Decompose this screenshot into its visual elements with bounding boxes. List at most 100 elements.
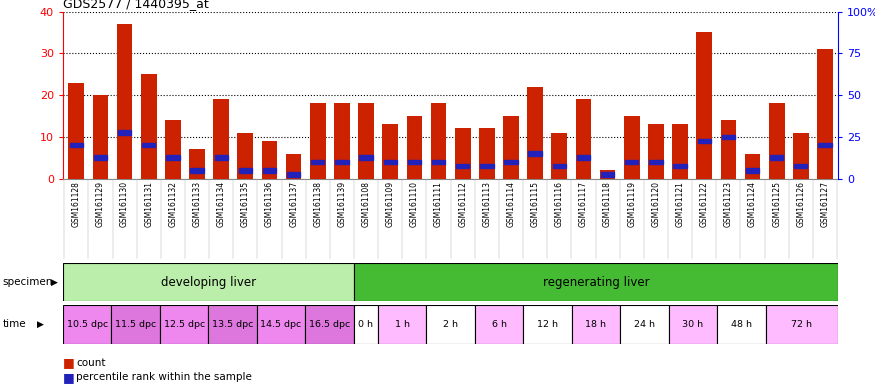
Bar: [576, 99, 592, 179]
Bar: [214, 156, 228, 160]
Bar: [766, 305, 838, 344]
Bar: [383, 160, 397, 164]
Bar: [239, 168, 252, 172]
Bar: [160, 305, 208, 344]
Text: GSM161114: GSM161114: [507, 181, 515, 227]
Bar: [378, 305, 426, 344]
Bar: [620, 305, 668, 344]
Bar: [189, 149, 205, 179]
Bar: [360, 156, 373, 160]
Bar: [504, 160, 518, 164]
Bar: [745, 154, 760, 179]
Bar: [479, 129, 494, 179]
Bar: [648, 124, 664, 179]
Bar: [407, 116, 423, 179]
Text: 1 h: 1 h: [395, 320, 410, 329]
Text: GSM161136: GSM161136: [265, 181, 274, 227]
Text: GSM161134: GSM161134: [217, 181, 226, 227]
Bar: [480, 164, 494, 168]
Text: 0 h: 0 h: [359, 320, 374, 329]
Text: GSM161135: GSM161135: [241, 181, 250, 227]
Bar: [475, 305, 523, 344]
Bar: [818, 143, 831, 147]
Bar: [262, 168, 276, 172]
Text: GSM161124: GSM161124: [748, 181, 757, 227]
Bar: [746, 168, 760, 172]
Bar: [310, 103, 326, 179]
Text: GSM161127: GSM161127: [821, 181, 830, 227]
Text: GSM161131: GSM161131: [144, 181, 153, 227]
Bar: [718, 305, 766, 344]
Bar: [720, 120, 736, 179]
Bar: [426, 305, 475, 344]
Bar: [335, 160, 348, 164]
Text: GSM161133: GSM161133: [192, 181, 201, 227]
Bar: [722, 134, 735, 139]
Bar: [111, 305, 160, 344]
Text: GSM161110: GSM161110: [410, 181, 419, 227]
Text: GSM161109: GSM161109: [386, 181, 395, 227]
Text: 2 h: 2 h: [443, 320, 458, 329]
Text: 12 h: 12 h: [537, 320, 558, 329]
Bar: [571, 305, 620, 344]
Text: 11.5 dpc: 11.5 dpc: [115, 320, 157, 329]
Text: count: count: [76, 358, 106, 368]
Bar: [257, 305, 305, 344]
Bar: [551, 132, 567, 179]
Text: percentile rank within the sample: percentile rank within the sample: [76, 372, 252, 382]
Bar: [237, 132, 253, 179]
Bar: [262, 141, 277, 179]
Bar: [649, 160, 662, 164]
Bar: [430, 103, 446, 179]
Bar: [794, 164, 808, 168]
Bar: [312, 160, 325, 164]
Text: ■: ■: [63, 356, 74, 369]
Text: 14.5 dpc: 14.5 dpc: [261, 320, 302, 329]
Bar: [208, 305, 257, 344]
Text: GSM161139: GSM161139: [338, 181, 346, 227]
Bar: [599, 170, 615, 179]
Text: GSM161112: GSM161112: [458, 181, 467, 227]
Bar: [817, 49, 833, 179]
Text: 13.5 dpc: 13.5 dpc: [212, 320, 253, 329]
Bar: [165, 120, 181, 179]
Bar: [625, 160, 639, 164]
Text: GSM161123: GSM161123: [724, 181, 733, 227]
Text: 24 h: 24 h: [634, 320, 654, 329]
Bar: [432, 160, 445, 164]
Bar: [287, 172, 300, 177]
Bar: [305, 305, 354, 344]
Text: 10.5 dpc: 10.5 dpc: [66, 320, 108, 329]
Bar: [354, 263, 838, 301]
Bar: [63, 263, 354, 301]
Text: GSM161132: GSM161132: [168, 181, 178, 227]
Bar: [601, 172, 614, 177]
Bar: [456, 164, 469, 168]
Text: GSM161119: GSM161119: [627, 181, 636, 227]
Bar: [455, 129, 471, 179]
Bar: [674, 164, 687, 168]
Bar: [793, 132, 808, 179]
Text: 18 h: 18 h: [585, 320, 606, 329]
Text: 6 h: 6 h: [492, 320, 507, 329]
Text: ▶: ▶: [51, 278, 58, 287]
Text: GSM161117: GSM161117: [579, 181, 588, 227]
Text: developing liver: developing liver: [161, 276, 256, 289]
Text: specimen: specimen: [3, 277, 53, 287]
Text: GSM161121: GSM161121: [676, 181, 684, 227]
Bar: [116, 24, 132, 179]
Text: GDS2577 / 1440395_at: GDS2577 / 1440395_at: [63, 0, 209, 10]
Bar: [286, 154, 302, 179]
Text: GSM161138: GSM161138: [313, 181, 322, 227]
Text: GSM161125: GSM161125: [772, 181, 781, 227]
Text: GSM161108: GSM161108: [361, 181, 371, 227]
Bar: [528, 151, 542, 156]
Bar: [334, 103, 350, 179]
Text: GSM161113: GSM161113: [482, 181, 492, 227]
Bar: [142, 143, 156, 147]
Bar: [70, 143, 83, 147]
Text: GSM161120: GSM161120: [651, 181, 661, 227]
Bar: [697, 139, 710, 143]
Bar: [503, 116, 519, 179]
Bar: [382, 124, 398, 179]
